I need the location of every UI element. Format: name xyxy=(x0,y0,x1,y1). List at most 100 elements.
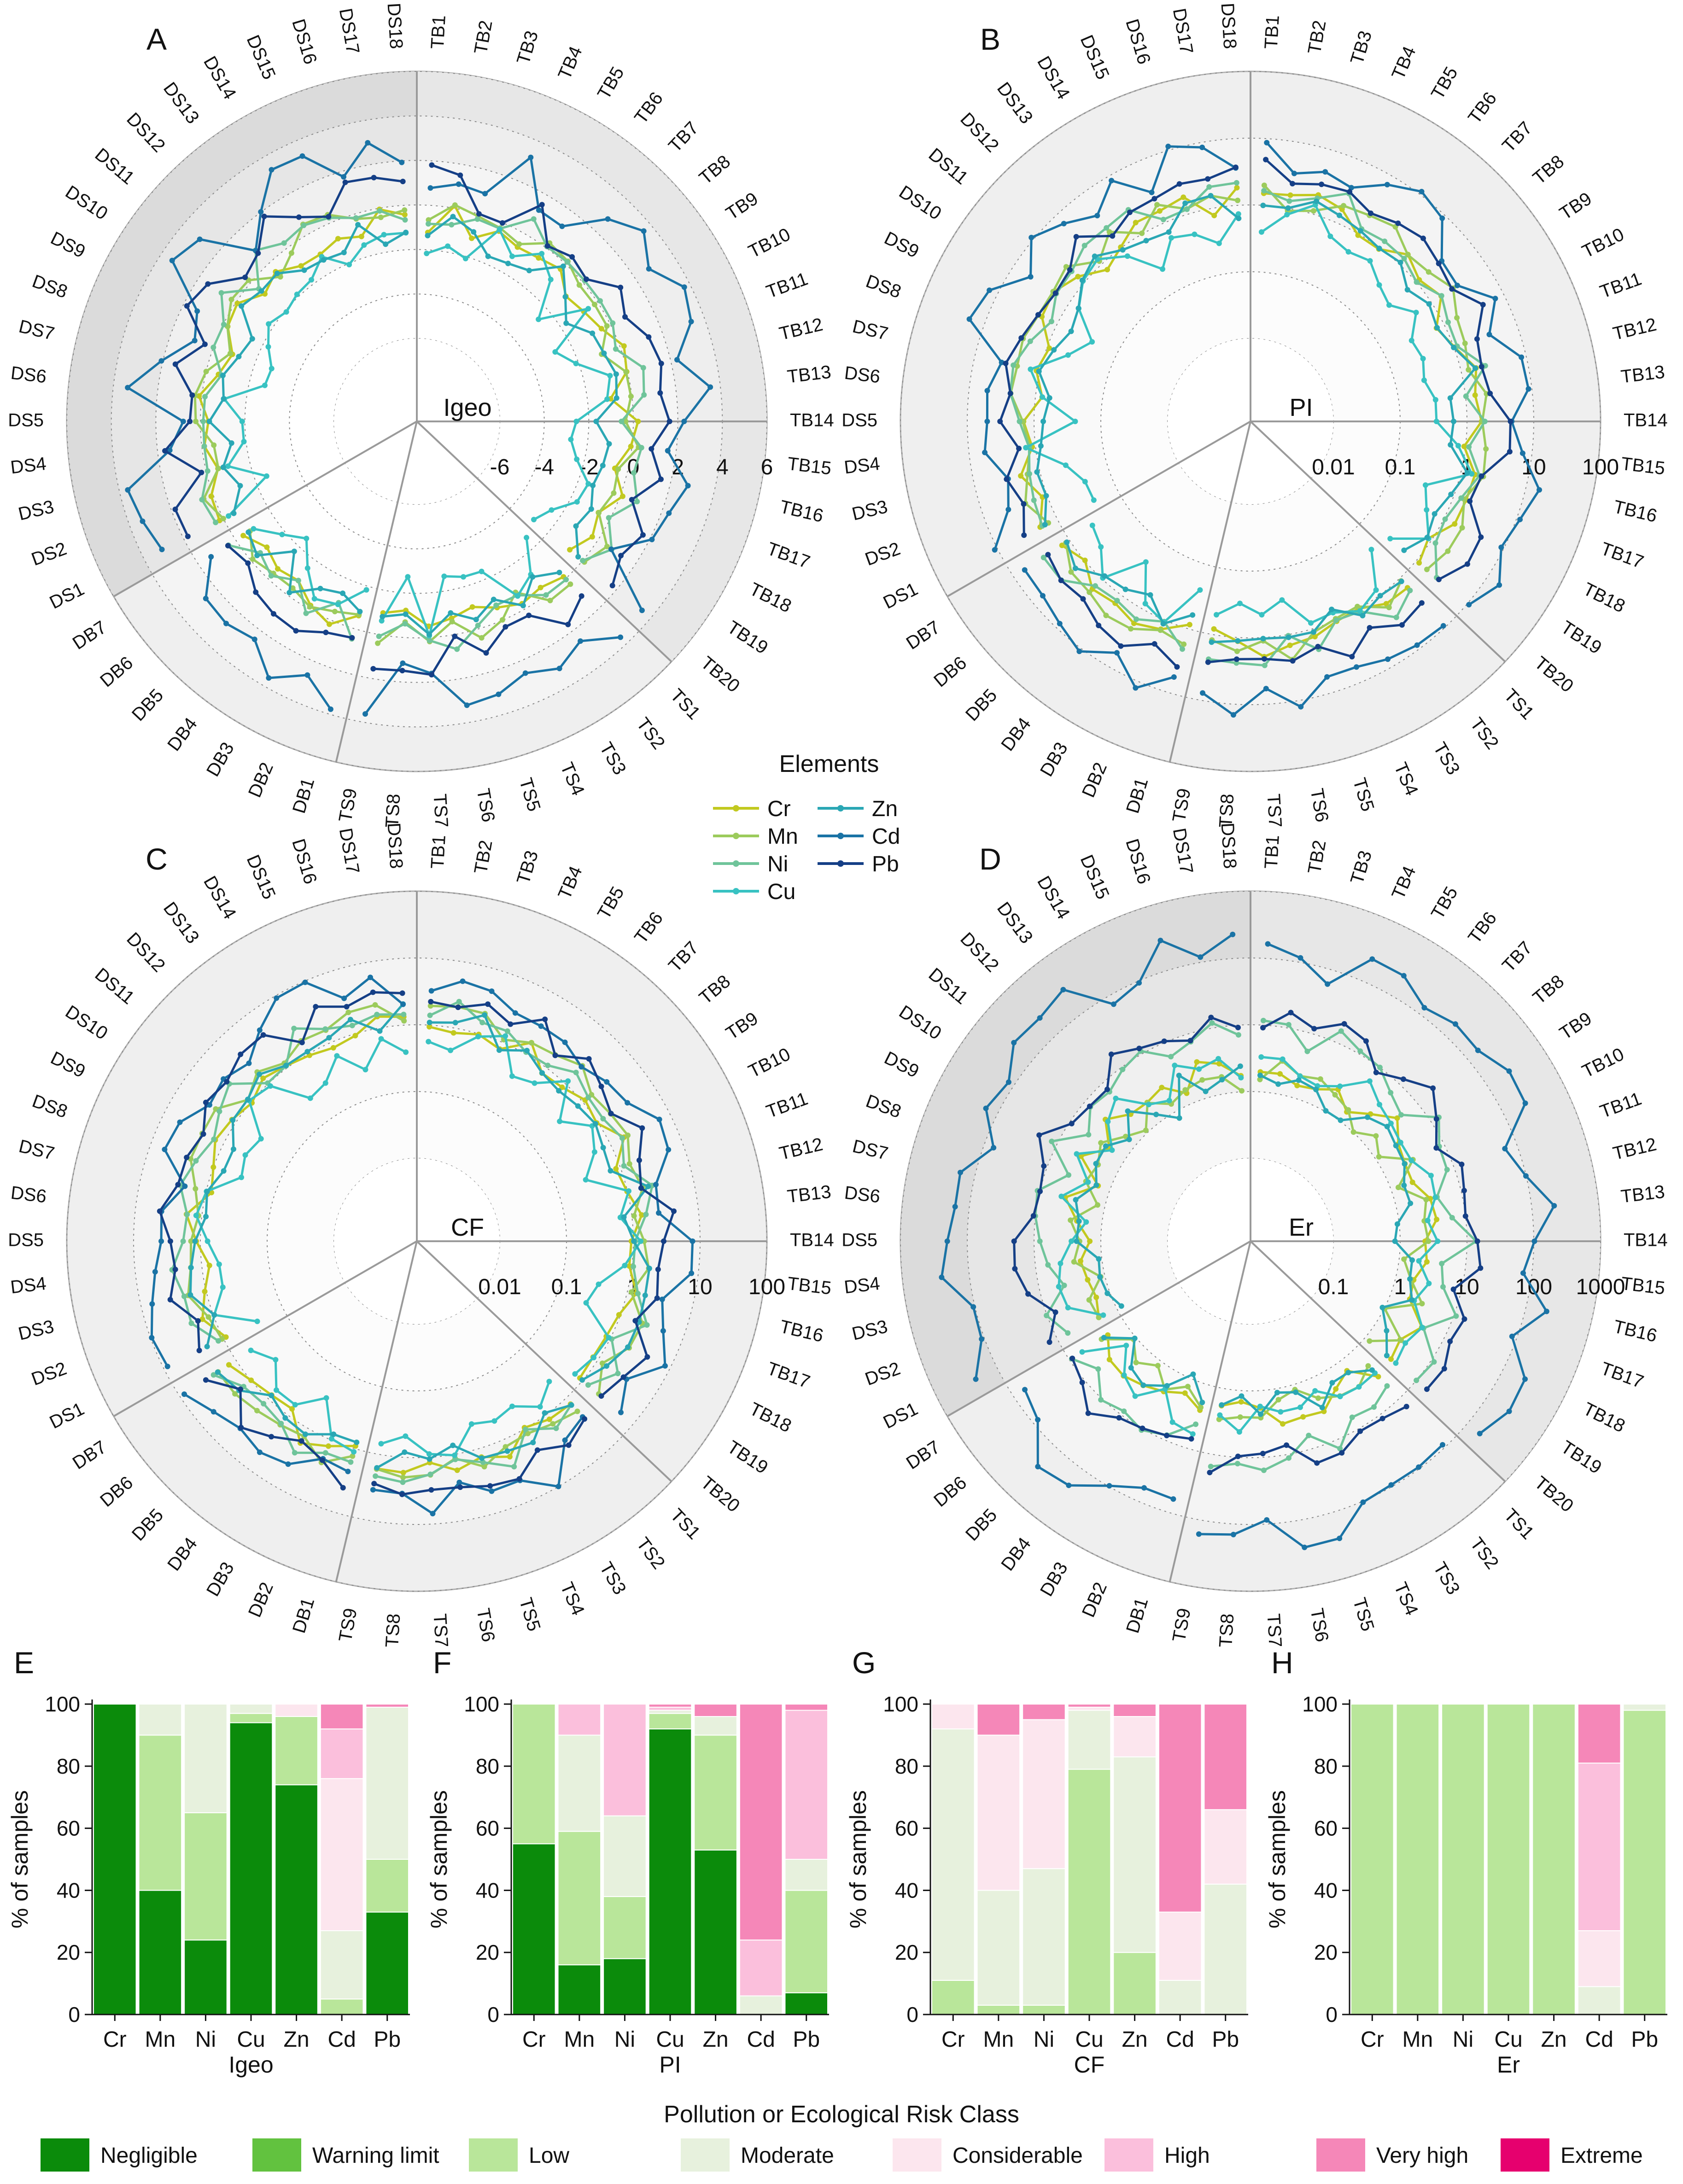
series-point-Ni xyxy=(213,520,219,526)
series-point-Cd xyxy=(1543,1308,1549,1314)
sample-label: DS6 xyxy=(843,363,881,387)
bar-segment-Pb-high xyxy=(784,1710,829,1860)
series-point-Ni xyxy=(1377,1064,1383,1070)
series-point-Cd xyxy=(266,675,272,681)
series-point-Zn xyxy=(231,510,237,516)
y-tick-label: 20 xyxy=(476,1940,499,1964)
series-point-Cd xyxy=(666,1147,672,1153)
series-line-Mn xyxy=(193,209,405,520)
series-point-Cu xyxy=(1432,397,1438,403)
sample-label: DS11 xyxy=(925,964,972,1008)
series-point-Cr xyxy=(1131,620,1137,626)
series-point-Cd xyxy=(1028,274,1034,280)
x-tick-label: Cr xyxy=(103,2027,127,2052)
sample-label: TS1 xyxy=(1500,1505,1538,1543)
series-point-Zn xyxy=(1472,365,1478,371)
series-point-Ni xyxy=(1337,1446,1343,1452)
series-point-Cd xyxy=(1360,1499,1366,1505)
class-label: Low xyxy=(529,2143,569,2168)
series-point-Zn xyxy=(347,1016,353,1022)
series-point-Mn xyxy=(528,1040,534,1046)
series-point-Ni xyxy=(216,1109,222,1115)
series-point-Mn xyxy=(1106,229,1112,235)
series-point-Ni xyxy=(638,445,644,451)
series-point-Zn xyxy=(1402,1161,1408,1167)
series-point-Zn xyxy=(600,1145,606,1150)
sample-label: TB6 xyxy=(631,88,667,128)
series-point-Pb xyxy=(579,593,584,599)
class-legend-item-low: Low xyxy=(469,2138,569,2172)
series-point-Pb xyxy=(569,254,575,260)
sample-label: DB4 xyxy=(997,714,1035,755)
series-point-Pb xyxy=(260,1032,266,1038)
series-point-Zn xyxy=(1432,511,1438,517)
series-point-Pb xyxy=(428,1487,434,1493)
series-point-Cu xyxy=(1337,1394,1343,1400)
sample-label: DB2 xyxy=(245,1579,277,1620)
series-point-Cd xyxy=(1498,544,1504,550)
series-point-Pb xyxy=(1449,286,1455,292)
series-point-Mn xyxy=(1466,367,1472,373)
series-point-Cr xyxy=(400,1470,406,1476)
series-point-Mn xyxy=(596,510,602,516)
series-point-Cr xyxy=(635,419,641,424)
series-point-Zn xyxy=(304,1049,310,1055)
series-point-Ni xyxy=(1438,293,1444,299)
bar-segment-Mn-moderate xyxy=(976,1890,1021,2006)
series-point-Cd xyxy=(512,1010,518,1016)
sample-label: TB20 xyxy=(1531,1472,1578,1516)
series-point-Cu xyxy=(583,1177,589,1183)
series-point-Cd xyxy=(1531,1238,1537,1244)
series-point-Pb xyxy=(1235,1454,1241,1460)
series-point-Mn xyxy=(1216,1416,1222,1422)
series-point-Cd xyxy=(269,167,275,173)
series-point-Cu xyxy=(509,1073,515,1079)
series-point-Cr xyxy=(546,1416,552,1422)
series-point-Pb xyxy=(1073,234,1079,239)
y-tick-label: 40 xyxy=(476,1878,499,1902)
series-point-Zn xyxy=(1140,1382,1146,1388)
series-point-Cd xyxy=(604,1079,610,1085)
bar-segment-Zn-very-high xyxy=(694,1704,737,1717)
series-point-Zn xyxy=(1208,193,1214,199)
sample-label: DB6 xyxy=(96,653,137,691)
series-point-Cu xyxy=(226,513,232,519)
series-point-Pb xyxy=(476,211,482,217)
series-point-Cu xyxy=(1284,212,1290,218)
series-point-Cr xyxy=(208,493,214,499)
series-point-Cd xyxy=(688,319,694,325)
series-point-Pb xyxy=(1007,391,1013,397)
series-point-Ni xyxy=(210,345,216,350)
series-point-Pb xyxy=(1018,335,1024,341)
series-point-Ni xyxy=(1414,279,1420,285)
series-point-Zn xyxy=(269,1392,275,1398)
series-point-Pb xyxy=(1441,1366,1447,1372)
series-point-Cu xyxy=(1420,356,1426,362)
series-point-Zn xyxy=(282,1415,288,1421)
series-point-Zn xyxy=(1118,1303,1124,1309)
series-point-Cu xyxy=(441,573,447,579)
series-point-Zn xyxy=(530,1439,536,1445)
series-point-Pb xyxy=(184,303,190,309)
series-point-Ni xyxy=(1261,188,1267,194)
bar-segment-Cd-very-high xyxy=(1158,1704,1202,1913)
series-point-Zn xyxy=(1323,1108,1329,1114)
series-point-Mn xyxy=(1310,208,1316,214)
bar-segment-Cd-moderate xyxy=(320,1930,364,2000)
series-point-Cu xyxy=(304,565,310,571)
series-point-Cu xyxy=(1098,544,1104,550)
x-axis-label: Igeo xyxy=(228,2052,273,2078)
series-point-Cr xyxy=(196,393,202,399)
series-line-Cd xyxy=(126,141,403,550)
y-axis-label: % of samples xyxy=(426,1790,452,1928)
series-point-Cr xyxy=(1300,1414,1306,1420)
series-point-Cu xyxy=(479,568,485,574)
series-point-Cr xyxy=(1211,212,1217,218)
series-point-Zn xyxy=(1237,1063,1243,1069)
series-point-Zn xyxy=(383,241,389,247)
sample-label: TS7 xyxy=(430,793,452,828)
series-point-Cu xyxy=(1377,1102,1383,1108)
series-point-Cu xyxy=(1142,601,1148,607)
sample-label: DB3 xyxy=(1036,1559,1072,1600)
